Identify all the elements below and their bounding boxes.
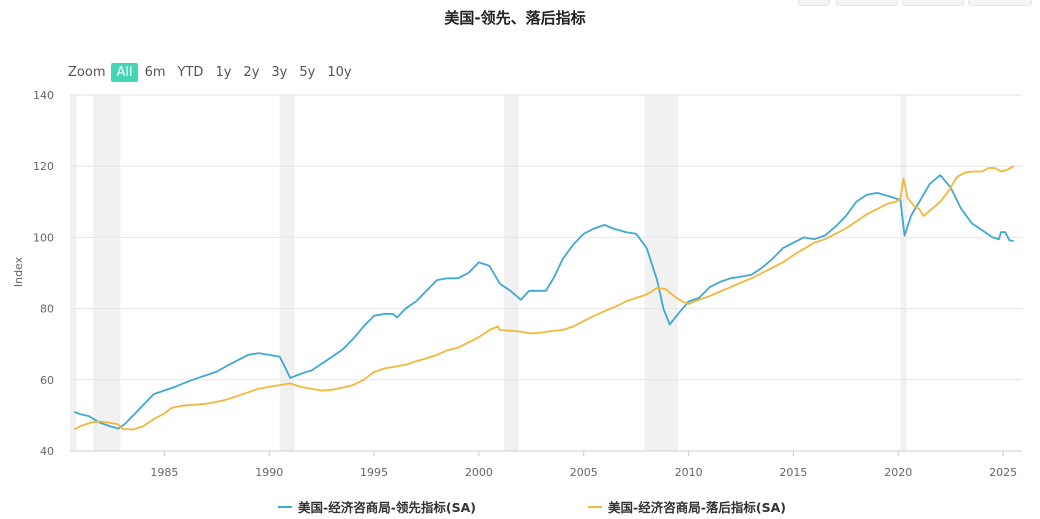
chart-title: 美国-领先、落后指标 <box>444 9 586 27</box>
recession-bands <box>70 95 907 451</box>
y-tick-label: 100 <box>33 231 54 244</box>
x-tick-label: 2005 <box>570 466 598 479</box>
x-tick-label: 2000 <box>465 466 493 479</box>
recession-band <box>504 95 519 451</box>
series-line-leading <box>73 174 1014 430</box>
legend-swatch <box>278 505 292 508</box>
series-line-lagging <box>73 165 1015 431</box>
zoom-bar: Zoom All 6m YTD 1y 2y 3y 5y 10y <box>68 61 359 83</box>
legend: 美国-经济咨商局-领先指标(SA) 美国-经济咨商局-落后指标(SA) <box>0 497 1040 515</box>
zoom-button-3y[interactable]: 3y <box>271 64 288 80</box>
x-tick-label: 1985 <box>150 466 178 479</box>
axes: 40 60 80 100 120 140 1985 1990 1995 2000 2005 2010 2… <box>33 89 1022 479</box>
zoom-button-all[interactable]: All <box>111 62 138 82</box>
legend-item-lagging[interactable]: 美国-经济咨商局-落后指标(SA) <box>588 497 786 516</box>
recession-band <box>279 95 295 451</box>
series-lines <box>73 165 1015 431</box>
zoom-buttons: All 6m YTD 1y 2y 3y 5y 10y <box>111 62 358 82</box>
y-tick-label: 120 <box>33 160 54 173</box>
y-tick-label: 140 <box>33 89 54 102</box>
zoom-button-2y[interactable]: 2y <box>243 64 260 80</box>
x-tick-label: 1990 <box>255 466 283 479</box>
toolbar-button-stub[interactable] <box>902 0 964 6</box>
recession-band <box>70 95 77 451</box>
toolbar-button-stub[interactable] <box>798 0 830 6</box>
x-tick-label: 2025 <box>989 466 1017 479</box>
zoom-button-1y[interactable]: 1y <box>215 64 232 80</box>
gridlines <box>70 94 1022 381</box>
zoom-label: Zoom <box>68 64 106 80</box>
zoom-button-6m[interactable]: 6m <box>144 64 166 80</box>
recession-band <box>93 95 121 451</box>
y-tick-label: 40 <box>40 445 54 458</box>
x-tick-label: 2010 <box>675 466 703 479</box>
legend-item-leading[interactable]: 美国-经济咨商局-领先指标(SA) <box>278 497 476 516</box>
x-tick-label: 2015 <box>779 466 807 479</box>
zoom-button-ytd[interactable]: YTD <box>177 64 204 80</box>
toolbar-button-stub[interactable] <box>836 0 898 6</box>
legend-label: 美国-经济咨商局-落后指标(SA) <box>608 500 786 515</box>
y-tick-label: 60 <box>40 374 54 387</box>
zoom-button-10y[interactable]: 10y <box>327 64 352 80</box>
legend-swatch <box>588 505 602 508</box>
recession-band <box>900 95 907 451</box>
recession-band <box>644 95 679 451</box>
x-tick-label: 1995 <box>360 466 388 479</box>
y-axis-label: Index <box>12 256 25 287</box>
y-tick-label: 80 <box>40 303 54 316</box>
legend-label: 美国-经济咨商局-领先指标(SA) <box>298 500 476 515</box>
toolbar-button-stub[interactable] <box>968 0 1032 6</box>
x-tick-label: 2020 <box>884 466 912 479</box>
zoom-button-5y[interactable]: 5y <box>299 64 316 80</box>
